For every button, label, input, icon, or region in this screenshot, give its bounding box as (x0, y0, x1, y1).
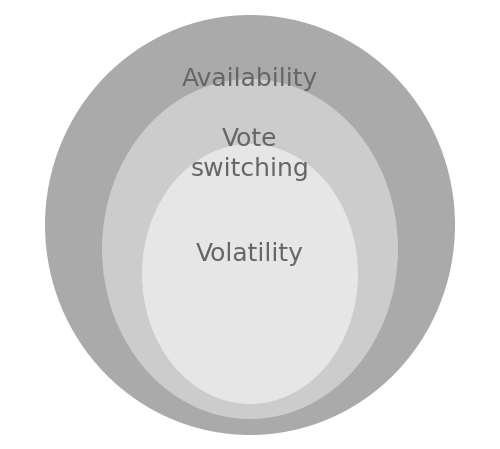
Ellipse shape (102, 79, 398, 419)
Text: Vote
switching: Vote switching (190, 127, 310, 181)
Ellipse shape (142, 144, 358, 404)
Text: Volatility: Volatility (196, 242, 304, 266)
Text: Availability: Availability (182, 67, 318, 91)
Ellipse shape (45, 15, 455, 435)
